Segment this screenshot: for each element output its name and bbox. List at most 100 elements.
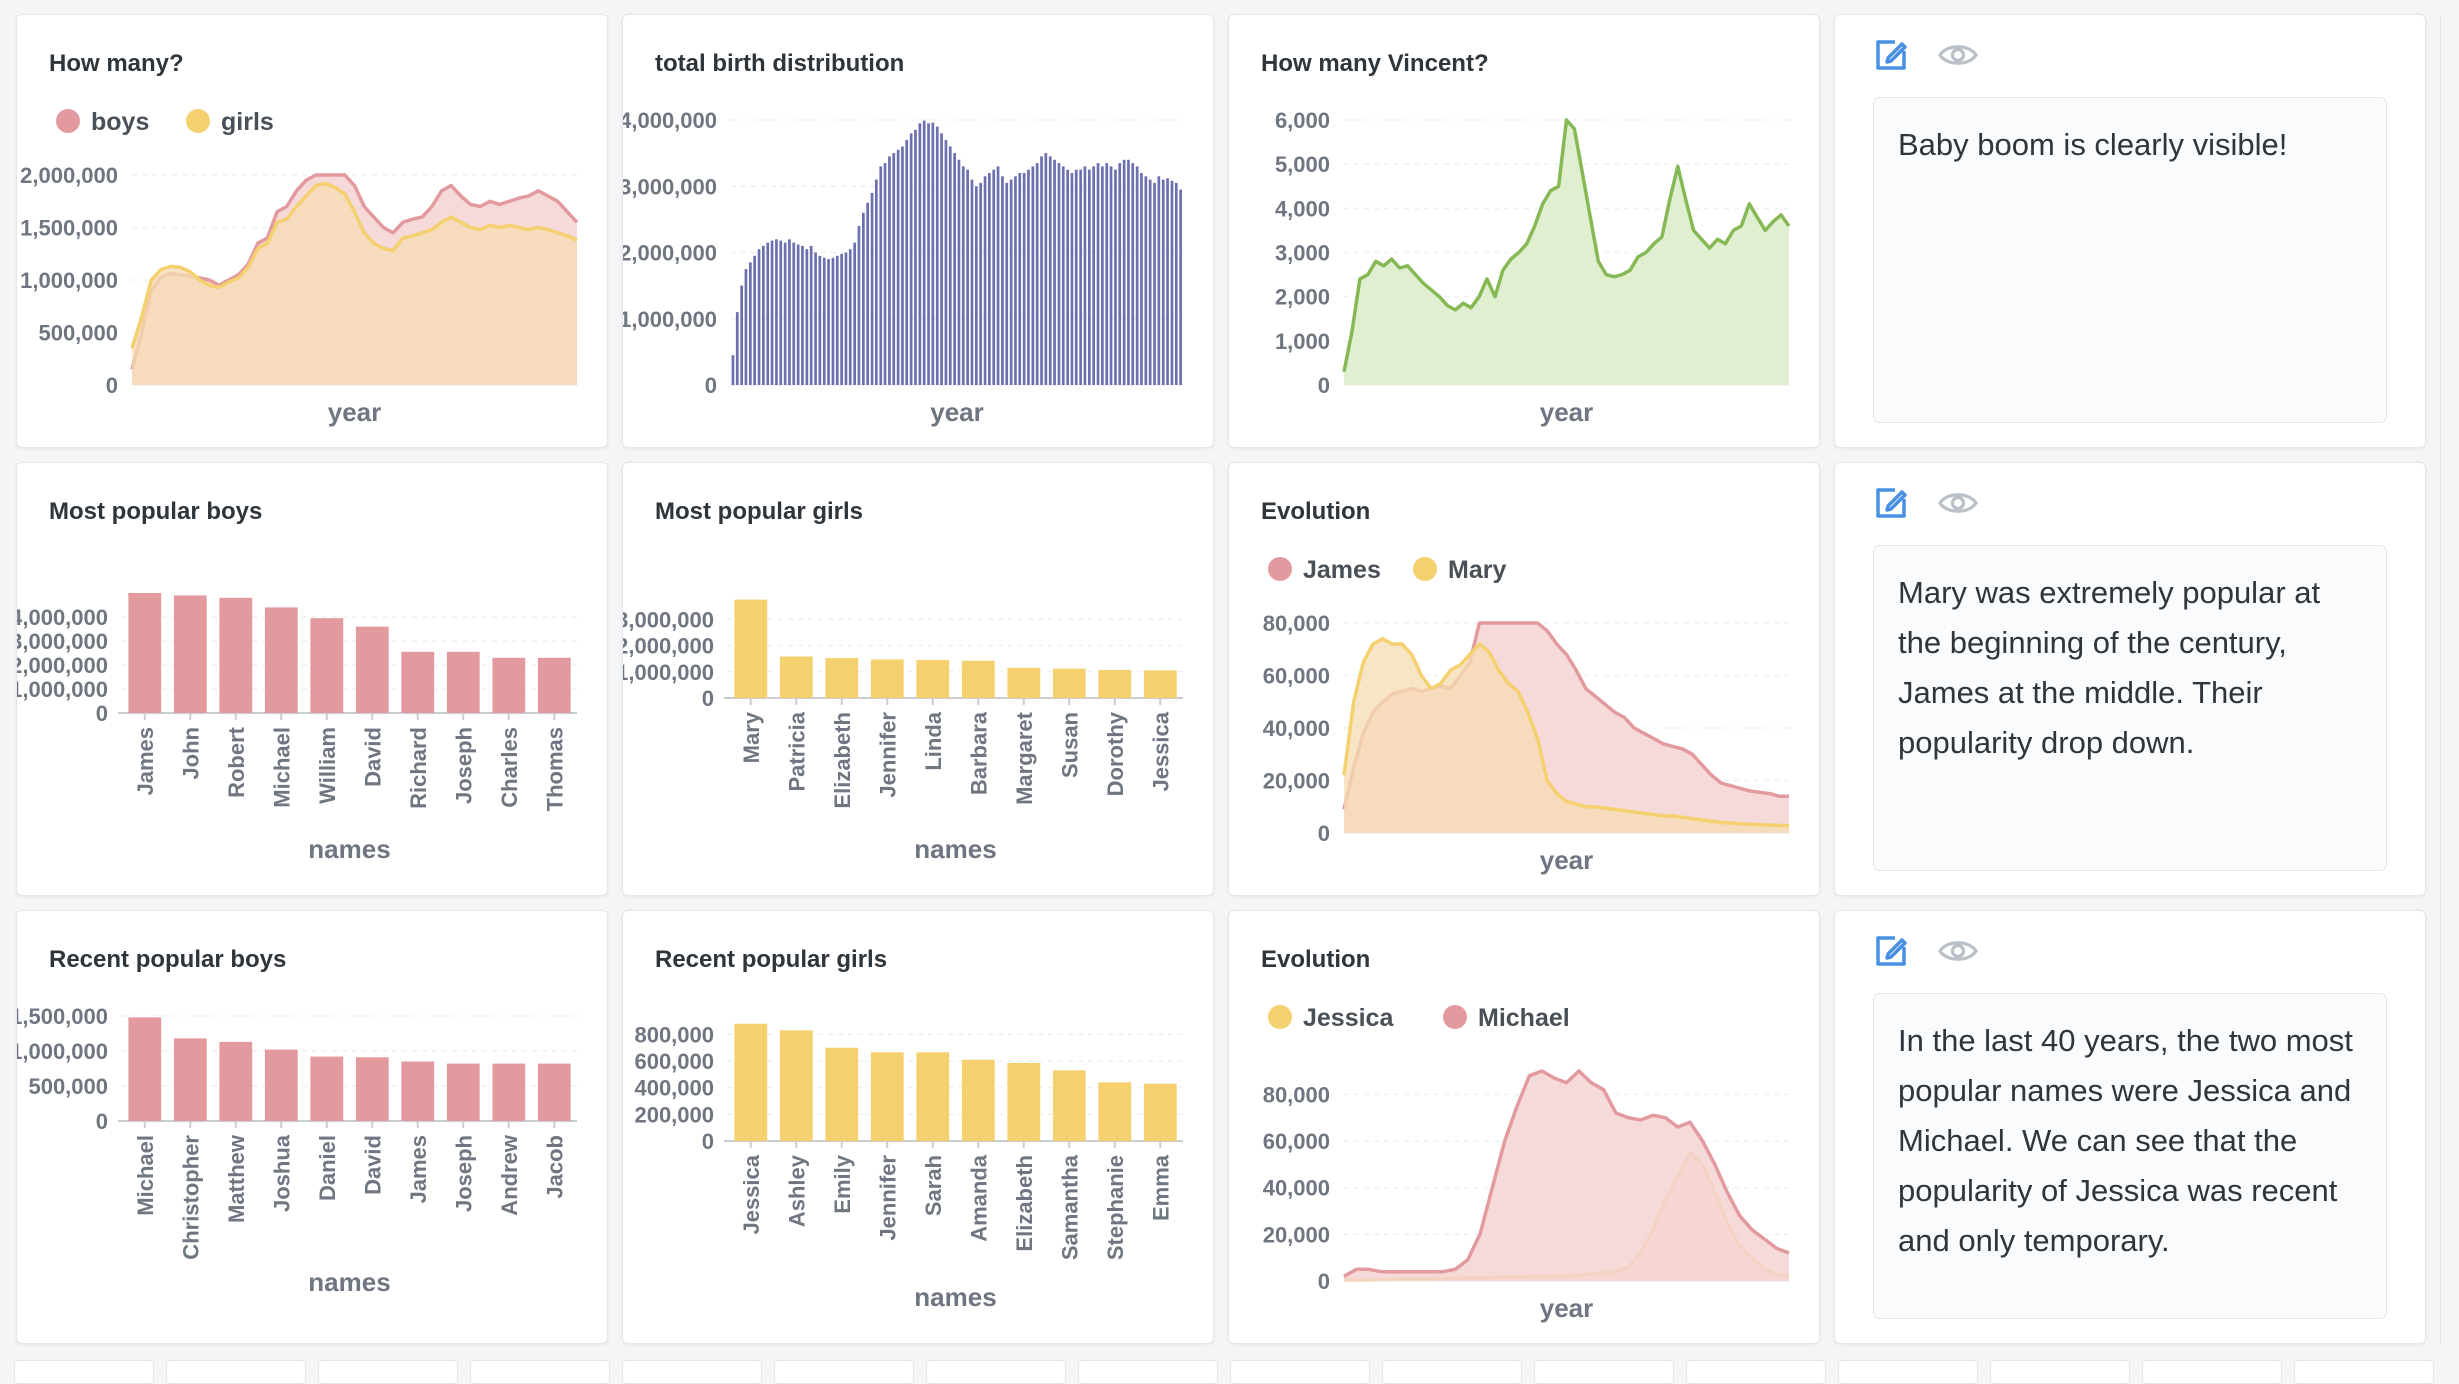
y-tick-label: 2,000,000 [20, 163, 118, 188]
bar-thomas[interactable] [537, 657, 571, 713]
bar-charles[interactable] [492, 657, 526, 713]
bar [1009, 179, 1013, 385]
x-tick-label: Emma [1148, 1154, 1173, 1221]
bar-michael[interactable] [128, 1017, 162, 1121]
bar-jennifer[interactable] [870, 1052, 904, 1141]
bar [883, 163, 887, 385]
grid-cell [2294, 1360, 2434, 1384]
bar [1035, 163, 1039, 385]
edit-icon[interactable] [1873, 933, 1909, 969]
x-axis-label: year [1540, 845, 1594, 875]
bar-susan[interactable] [1052, 668, 1086, 698]
bar-james[interactable] [401, 1061, 435, 1122]
bar-jessica[interactable] [1143, 670, 1177, 698]
y-tick-label: 500,000 [28, 1074, 108, 1099]
x-tick-label: Emily [830, 1154, 855, 1213]
y-tick-label: 3,000,000 [623, 174, 717, 199]
bar-matthew[interactable] [219, 1041, 253, 1121]
bar-richard[interactable] [401, 651, 435, 713]
bar [1170, 180, 1174, 385]
bar-john[interactable] [173, 595, 207, 713]
x-tick-label: Elizabeth [1012, 1155, 1037, 1252]
eye-icon[interactable] [1937, 485, 1979, 521]
x-tick-label: Ashley [784, 1154, 809, 1227]
bar [805, 249, 809, 385]
bar-emma[interactable] [1143, 1083, 1177, 1141]
y-tick-label: 0 [1318, 1269, 1330, 1294]
y-tick-label: 20,000 [1263, 1222, 1330, 1247]
bar [853, 242, 856, 385]
bar-daniel[interactable] [310, 1056, 344, 1121]
y-tick-label: 500,000 [38, 321, 118, 346]
text-card-tools [1873, 37, 1979, 73]
bar [1166, 178, 1169, 385]
legend-label: Jessica [1303, 1004, 1394, 1032]
bar-samantha[interactable] [1052, 1070, 1086, 1141]
y-tick-label: 0 [702, 1129, 714, 1154]
legend-swatch[interactable] [1268, 557, 1292, 581]
legend-swatch[interactable] [1443, 1005, 1467, 1029]
legend-swatch[interactable] [56, 109, 80, 133]
bar [814, 252, 817, 385]
bar [1144, 176, 1148, 385]
bar-barbara[interactable] [961, 660, 995, 698]
bar [1148, 179, 1152, 385]
y-tick-label: 0 [96, 1109, 108, 1134]
bar-emily[interactable] [825, 1047, 859, 1141]
bar-linda[interactable] [916, 659, 950, 698]
x-tick-label: Joseph [451, 1135, 476, 1212]
bar-william[interactable] [310, 618, 344, 713]
bar-amanda[interactable] [961, 1059, 995, 1141]
eye-icon[interactable] [1937, 933, 1979, 969]
x-tick-label: Michael [133, 1135, 158, 1216]
bar-jennifer[interactable] [870, 659, 904, 698]
bar-christopher[interactable] [173, 1038, 207, 1121]
bar [961, 166, 965, 385]
x-axis-label: year [1540, 397, 1594, 427]
y-tick-label: 20,000 [1263, 769, 1330, 794]
bar-andrew[interactable] [492, 1063, 526, 1121]
bar [944, 139, 948, 385]
chart-svg-4: Most popular boys 01,000,0002,000,0003,00… [17, 498, 577, 864]
bar [966, 169, 969, 385]
y-tick-label: 60,000 [1263, 1129, 1330, 1154]
x-axis-label: year [328, 397, 382, 427]
bar-jessica[interactable] [734, 1023, 768, 1141]
bar-michael[interactable] [264, 607, 298, 713]
x-tick-label: Elizabeth [830, 712, 855, 809]
bar-david[interactable] [355, 626, 389, 713]
bar-joseph[interactable] [446, 651, 480, 713]
bar-mary[interactable] [734, 599, 768, 698]
chart-card-recent-popular-girls: Recent popular girls 0 200,000 400,000 600,0… [622, 910, 1214, 1344]
bar-elizabeth[interactable] [1007, 1063, 1041, 1141]
chart-title: Most popular boys [49, 498, 262, 525]
bar-robert[interactable] [219, 597, 253, 713]
x-tick-label: Daniel [315, 1135, 340, 1201]
bar-james[interactable] [128, 593, 162, 713]
bar [1066, 169, 1069, 385]
bar [1018, 173, 1022, 385]
bar [831, 257, 835, 385]
bar-patricia[interactable] [779, 656, 813, 699]
area-vincent [1344, 120, 1789, 385]
legend-swatch[interactable] [186, 109, 210, 133]
bar-sarah[interactable] [916, 1052, 950, 1141]
bar-jacob[interactable] [537, 1063, 571, 1121]
x-axis-label: names [914, 1282, 996, 1312]
y-tick-label: 1,500,000 [20, 216, 118, 241]
bar-elizabeth[interactable] [825, 658, 859, 698]
legend-swatch[interactable] [1268, 1005, 1292, 1029]
bar-margaret[interactable] [1007, 667, 1041, 698]
edit-icon[interactable] [1873, 485, 1909, 521]
legend-swatch[interactable] [1413, 557, 1437, 581]
y-tick-label: 0 [705, 373, 717, 398]
bar-david[interactable] [355, 1057, 389, 1121]
bar-dorothy[interactable] [1098, 669, 1132, 698]
bar-stephanie[interactable] [1098, 1082, 1132, 1141]
bar-joshua[interactable] [264, 1049, 298, 1121]
edit-icon[interactable] [1873, 37, 1909, 73]
bar-joseph[interactable] [446, 1063, 480, 1121]
eye-icon[interactable] [1937, 37, 1979, 73]
bar-ashley[interactable] [779, 1030, 813, 1141]
chart-title: Most popular girls [655, 498, 863, 525]
